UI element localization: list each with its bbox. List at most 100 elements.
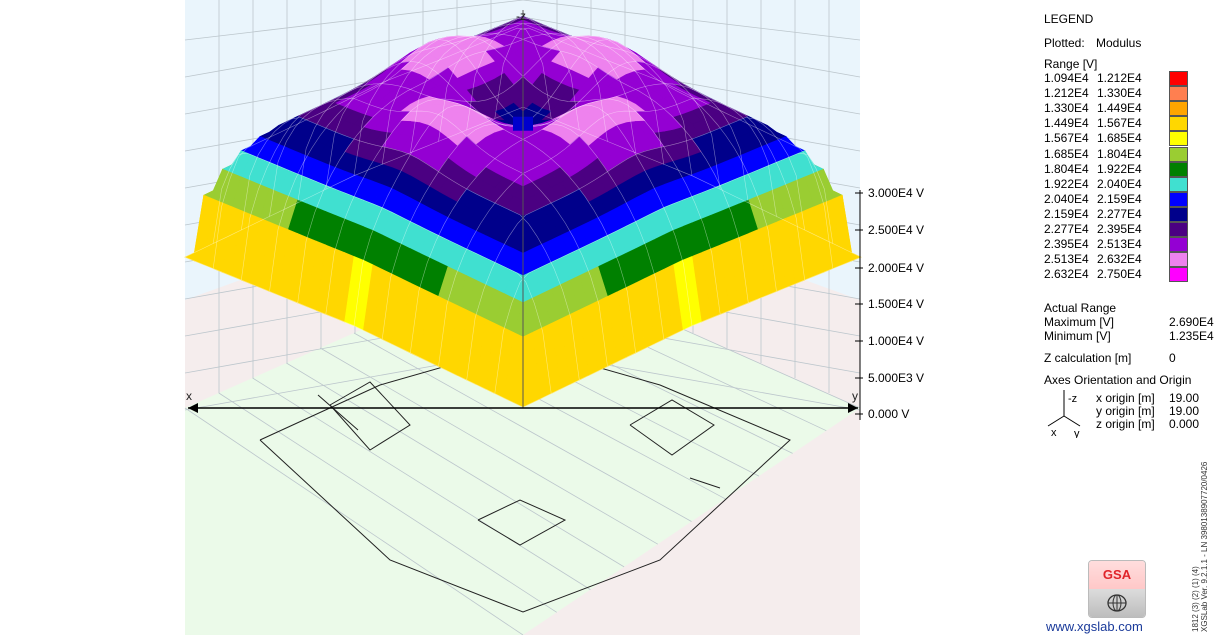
z-tick-label: 1.000E4 V bbox=[868, 334, 924, 348]
maximum-value: 2.690E4 bbox=[1169, 315, 1214, 329]
y-arrow-icon bbox=[848, 403, 858, 413]
range-to: 1.449E4 bbox=[1097, 101, 1142, 116]
origin-label: y origin [m] bbox=[1096, 404, 1155, 418]
mesh-line bbox=[184, 256, 524, 408]
mesh-line bbox=[184, 106, 524, 258]
range-to: 2.277E4 bbox=[1097, 206, 1142, 221]
origin-value: 19.00 bbox=[1169, 391, 1200, 405]
maximum-label: Maximum [V] bbox=[1044, 315, 1115, 329]
range-from: 2.513E4 bbox=[1044, 252, 1089, 267]
range-to: 2.750E4 bbox=[1097, 267, 1142, 282]
mesh-line bbox=[494, 152, 834, 394]
range-from: 1.094E4 bbox=[1044, 71, 1089, 85]
range-swatch bbox=[1169, 191, 1188, 207]
range-to: 1.804E4 bbox=[1097, 146, 1142, 161]
range-swatch bbox=[1169, 237, 1188, 253]
conductor-line bbox=[689, 477, 721, 489]
mesh-line bbox=[269, 98, 608, 367]
range-from: 1.449E4 bbox=[1044, 116, 1089, 131]
x-arrow-icon bbox=[188, 403, 198, 413]
grid-line bbox=[353, 332, 692, 522]
grid-line bbox=[522, 0, 861, 41]
range-from: 2.395E4 bbox=[1044, 237, 1089, 252]
mesh-line bbox=[438, 23, 777, 292]
axes-orientation-title: Axes Orientation and Origin bbox=[1044, 373, 1192, 387]
version-info: 1812 (3) (2) (1) (4) XGSLab Ver. 9.2.1.1… bbox=[1191, 462, 1209, 632]
mesh-line bbox=[297, 83, 636, 353]
mesh-line bbox=[212, 27, 552, 269]
conductor-line bbox=[329, 381, 411, 451]
neg-z-label: -z bbox=[516, 9, 526, 23]
conductor-line bbox=[317, 394, 359, 431]
minimum-label: Minimum [V] bbox=[1044, 329, 1111, 343]
z-tick-label: 5.000E3 V bbox=[868, 371, 924, 385]
z-tick-label: 0.000 V bbox=[868, 407, 909, 421]
range-to: 1.330E4 bbox=[1097, 86, 1142, 101]
mesh-line bbox=[494, 27, 834, 269]
mesh-line bbox=[269, 23, 608, 292]
grid-line bbox=[184, 407, 524, 636]
range-swatch bbox=[1169, 222, 1188, 237]
origin-value: 0.000 bbox=[1169, 417, 1200, 431]
range-swatch bbox=[1169, 146, 1188, 162]
range-from: 2.277E4 bbox=[1044, 222, 1089, 236]
grid-line bbox=[286, 362, 625, 568]
mesh-line bbox=[381, 60, 721, 340]
website-link[interactable]: www.xgslab.com bbox=[1046, 619, 1143, 634]
grid-line bbox=[184, 16, 524, 78]
range-from: 2.040E4 bbox=[1044, 191, 1089, 206]
range-swatch bbox=[1169, 101, 1188, 117]
grid-line bbox=[522, 16, 861, 78]
conductor-line bbox=[259, 344, 791, 613]
range-from: 1.212E4 bbox=[1044, 86, 1089, 101]
range-swatch bbox=[1169, 267, 1188, 283]
z-tick-label: 2.000E4 V bbox=[868, 261, 924, 275]
origin-label: z origin [m] bbox=[1096, 417, 1155, 431]
origin-label: x origin [m] bbox=[1096, 391, 1155, 405]
version-line-1: 1812 (3) (2) (1) (4) bbox=[1191, 566, 1200, 632]
range-swatch bbox=[1169, 161, 1188, 177]
grid-line bbox=[184, 0, 524, 41]
range-to: 2.632E4 bbox=[1097, 252, 1142, 267]
range-swatch bbox=[1169, 206, 1188, 222]
mesh-line bbox=[410, 33, 749, 303]
mesh-line bbox=[212, 152, 552, 394]
mesh-line bbox=[325, 35, 665, 315]
plotted-label: Plotted: bbox=[1044, 36, 1085, 50]
version-line-2: XGSLab Ver. 9.2.1.1 - LN 3980138907720/0… bbox=[1200, 461, 1209, 632]
mini-z-label: -z bbox=[1068, 393, 1077, 405]
mesh-line bbox=[325, 60, 665, 340]
mesh-line bbox=[522, 106, 862, 258]
range-from: 2.632E4 bbox=[1044, 267, 1089, 282]
mesh-line bbox=[410, 83, 749, 353]
ground-plane bbox=[185, 258, 860, 635]
range-to: 2.040E4 bbox=[1097, 176, 1142, 191]
grid-line bbox=[319, 347, 659, 545]
range-from: 1.567E4 bbox=[1044, 131, 1089, 146]
actual-range-label: Actual Range bbox=[1044, 301, 1117, 315]
z-scale-ticks: 3.000E4 V 2.500E4 V 2.000E4 V 1.500E4 V 1.00… bbox=[855, 186, 924, 421]
range-from: 1.922E4 bbox=[1044, 176, 1089, 191]
origin-value: 19.00 bbox=[1169, 404, 1200, 418]
range-to: 1.685E4 bbox=[1097, 131, 1142, 146]
range-to: 1.212E4 bbox=[1097, 71, 1142, 85]
legend-panel: LEGEND Plotted: Modulus Range [V] 1.094E… bbox=[1036, 0, 1216, 635]
range-swatch bbox=[1169, 252, 1188, 268]
globe-icon bbox=[1089, 589, 1145, 617]
legend-title: LEGEND bbox=[1044, 12, 1094, 26]
gsa-logo: GSA bbox=[1088, 560, 1146, 618]
range-swatch bbox=[1169, 131, 1188, 147]
range-swatch bbox=[1169, 86, 1188, 102]
range-from: 1.804E4 bbox=[1044, 161, 1089, 176]
z-tick-label: 2.500E4 V bbox=[868, 223, 924, 237]
mesh-line bbox=[522, 256, 862, 408]
plot-area: -z x y 3.000E4 V 2.500E4 V 2.000E4 V 1.500E… bbox=[184, 0, 924, 636]
grid-line bbox=[252, 377, 591, 590]
grid-line bbox=[218, 392, 557, 613]
axes-orientation-icon: -z x y bbox=[1047, 390, 1081, 438]
range-swatch bbox=[1169, 116, 1188, 132]
z-tick-label: 3.000E4 V bbox=[868, 186, 924, 200]
mesh-line bbox=[381, 35, 721, 315]
gsa-logo-text: GSA bbox=[1089, 561, 1145, 589]
z-tick-label: 1.500E4 V bbox=[868, 297, 924, 311]
